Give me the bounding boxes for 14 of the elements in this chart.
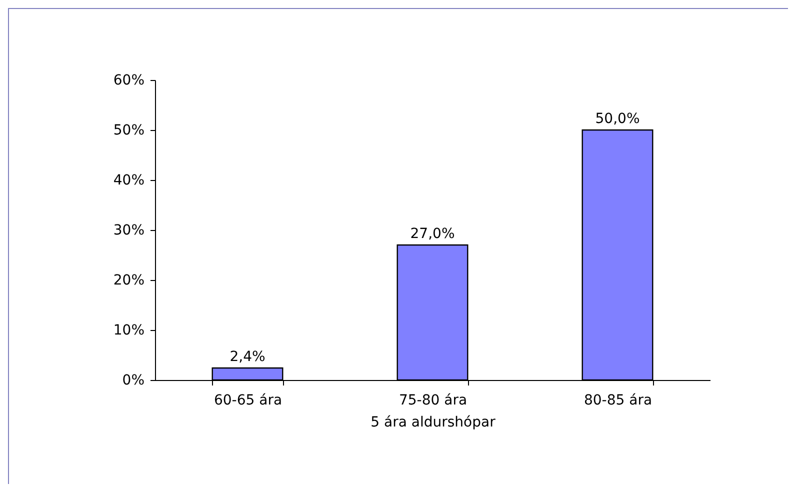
y-tick-label: 0% xyxy=(122,372,144,388)
x-axis-title: 5 ára aldurshópar xyxy=(370,414,496,430)
y-tick-label: 30% xyxy=(113,222,144,238)
y-tick-label: 20% xyxy=(113,272,144,288)
data-label: 27,0% xyxy=(410,226,455,242)
y-tick-label: 60% xyxy=(113,72,144,88)
x-tick-label: 80-85 ára xyxy=(584,392,652,408)
x-tick-label: 75-80 ára xyxy=(398,392,468,408)
y-tick-label: 10% xyxy=(113,322,144,338)
x-tick-label: 60-65 ára xyxy=(214,392,282,408)
data-label: 2,4% xyxy=(230,349,266,365)
y-tick-label: 50% xyxy=(113,122,144,138)
data-label: 50,0% xyxy=(595,111,640,127)
y-tick-label: 40% xyxy=(113,172,144,188)
